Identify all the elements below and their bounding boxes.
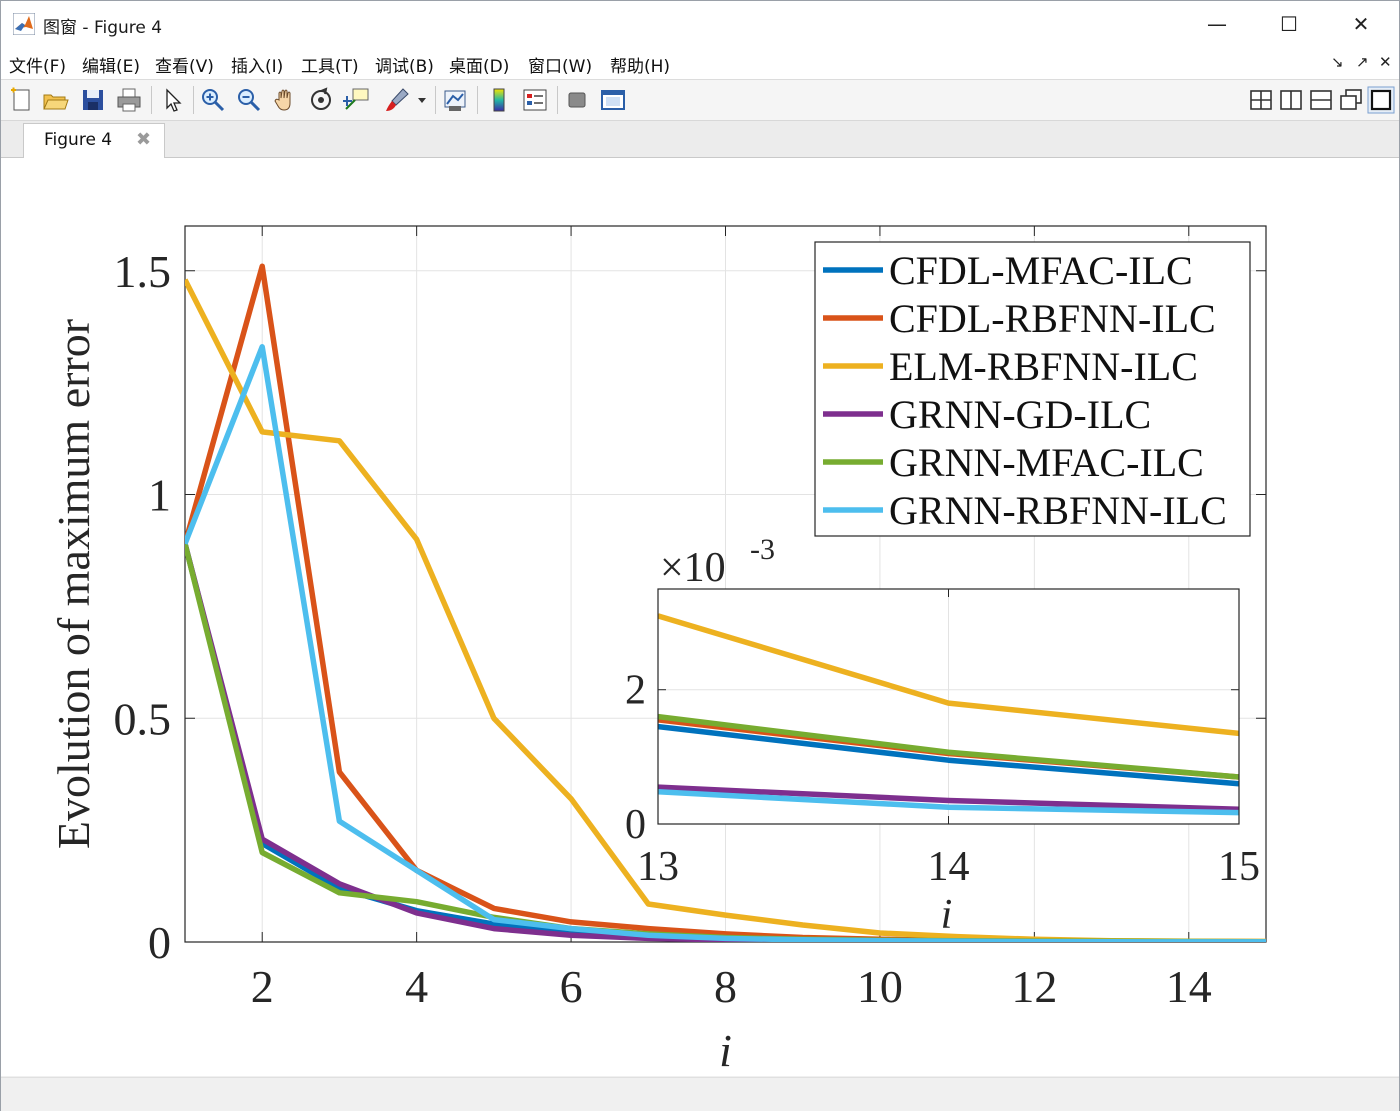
close-button[interactable]: ✕ [1325, 1, 1397, 47]
minimize-button[interactable]: — [1181, 1, 1253, 47]
menu-close-icon[interactable]: ✕ [1379, 53, 1392, 71]
dock-icon[interactable]: ↗ [1356, 53, 1369, 71]
x-tick-label: 6 [560, 961, 583, 1012]
menu-tools[interactable]: 工具(T) [301, 57, 359, 77]
minimize-icon: — [1207, 12, 1227, 36]
x-tick-label: 2 [251, 961, 274, 1012]
menu-desktop[interactable]: 桌面(D) [449, 57, 510, 77]
inset-y-tick-label: 0 [625, 802, 646, 848]
close-icon: ✕ [1352, 12, 1370, 36]
menu-bar: 文件(F) 编辑(E) 查看(V) 插入(I) 工具(T) 调试(B) 桌面(D… [1, 47, 1399, 80]
inset-series-line-grnn-mfac-ilc [658, 713, 1239, 780]
toolbar-separator [193, 86, 194, 114]
menu-window[interactable]: 窗口(W) [528, 57, 593, 77]
legend-entry-label: GRNN-GD-ILC [889, 392, 1151, 437]
y-tick-label: 0 [148, 917, 171, 968]
x-tick-label: 10 [857, 961, 903, 1012]
tab-close-icon[interactable]: ✖ [136, 129, 152, 150]
y-tick-label: 1.5 [114, 246, 172, 297]
legend-entry-label: CFDL-RBFNN-ILC [889, 296, 1216, 341]
x-tick-label: 4 [405, 961, 428, 1012]
y-tick-label: 1 [148, 470, 171, 521]
x-tick-label: 14 [1166, 961, 1212, 1012]
float-icon[interactable] [1337, 86, 1365, 114]
maximize-tile-icon[interactable] [1367, 86, 1395, 114]
maximize-icon: ☐ [1280, 12, 1298, 36]
inset-x-axis-label: i [941, 892, 953, 938]
menu-insert[interactable]: 插入(I) [231, 57, 284, 77]
menu-file[interactable]: 文件(F) [9, 57, 67, 77]
pointer-icon[interactable] [159, 86, 187, 114]
new-figure-icon[interactable] [7, 86, 35, 114]
x-tick-label: 8 [714, 961, 737, 1012]
maximize-button[interactable]: ☐ [1253, 1, 1325, 47]
inset-series-line-elm-rbfnn-ilc [658, 613, 1239, 737]
y-axis-label: Evolution of maximum error [48, 319, 99, 849]
hide-plot-tools-icon[interactable] [563, 86, 591, 114]
inset-x-tick-label: 14 [928, 844, 970, 890]
plot-svg: 2 4 6 8 10 12 14 0 0.5 1 1.5 i Evolution of maximum … [48, 225, 1267, 1076]
inset-series-line-cfdl-mfac-ilc [658, 723, 1239, 787]
legend-entry-label: GRNN-MFAC-ILC [889, 440, 1204, 485]
undock-icon[interactable]: ↘ [1331, 53, 1344, 71]
legend-entry-label: ELM-RBFNN-ILC [889, 344, 1198, 389]
legend-entry-label: CFDL-MFAC-ILC [889, 248, 1193, 293]
title-bar[interactable]: 图窗 - Figure 4 — ☐ ✕ [1, 1, 1399, 47]
pan-hand-icon[interactable] [271, 86, 299, 114]
inset-series-group [658, 613, 1239, 816]
figure-toolbar [1, 80, 1399, 121]
open-file-icon[interactable] [41, 86, 69, 114]
zoom-out-icon[interactable] [235, 86, 263, 114]
link-plot-icon[interactable] [441, 86, 469, 114]
figure-canvas[interactable]: 2 4 6 8 10 12 14 0 0.5 1 1.5 i Evolution of maximum … [1, 158, 1399, 1076]
toolbar-separator [151, 86, 152, 114]
figure-tabs: Figure 4 ✖ [1, 121, 1399, 158]
inset-x-tick-label: 13 [637, 844, 679, 890]
show-plot-tools-icon[interactable] [599, 86, 627, 114]
tile-grid-icon[interactable] [1247, 86, 1275, 114]
menu-edit[interactable]: 编辑(E) [82, 57, 141, 77]
inset-x-tick-label: 15 [1218, 844, 1260, 890]
toolbar-separator [435, 86, 436, 114]
tab-label: Figure 4 [44, 130, 113, 150]
matlab-logo-icon [13, 13, 35, 35]
print-icon[interactable] [115, 86, 143, 114]
legend-entry-label: GRNN-RBFNN-ILC [889, 488, 1227, 533]
zoom-in-icon[interactable] [199, 86, 227, 114]
inset-exponent-power: -3 [750, 533, 775, 566]
data-tips-icon[interactable] [343, 86, 371, 114]
toolbar-separator [477, 86, 478, 114]
x-axis-label: i [719, 1025, 732, 1076]
toolbar-separator [557, 86, 558, 114]
tab-figure-4[interactable]: Figure 4 ✖ [23, 123, 165, 158]
inset-series-line-grnn-rbfnn-ilc [658, 789, 1239, 816]
y-tick-label: 0.5 [114, 693, 172, 744]
colorbar-icon[interactable] [485, 86, 513, 114]
dropdown-arrow-icon[interactable] [415, 86, 429, 114]
legend-icon[interactable] [521, 86, 549, 114]
tile-top-bottom-icon[interactable] [1307, 86, 1335, 114]
inset-series-line-grnn-gd-ilc [658, 784, 1239, 812]
status-bar [1, 1077, 1399, 1111]
brush-icon[interactable] [383, 86, 411, 114]
menu-debug[interactable]: 调试(B) [375, 57, 434, 77]
tile-left-right-icon[interactable] [1277, 86, 1305, 114]
rotate-3d-icon[interactable] [307, 86, 335, 114]
save-icon[interactable] [79, 86, 107, 114]
inset-y-tick-label: 2 [625, 668, 646, 714]
window-title: 图窗 - Figure 4 [43, 18, 163, 38]
menu-help[interactable]: 帮助(H) [610, 57, 671, 77]
legend-box [814, 241, 1251, 537]
inset-exponent-label: ×10 [660, 545, 726, 591]
x-tick-label: 12 [1011, 961, 1057, 1012]
menu-view[interactable]: 查看(V) [155, 57, 214, 77]
main-series-group [185, 263, 1266, 942]
series-line-grnn-rbfnn-ilc [185, 344, 1266, 942]
